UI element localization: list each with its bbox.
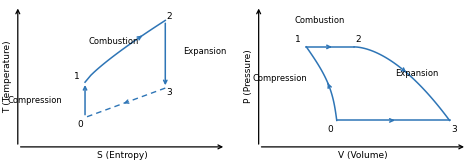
Text: 0: 0	[328, 125, 333, 134]
X-axis label: V (Volume): V (Volume)	[338, 151, 388, 160]
Text: 1: 1	[73, 72, 79, 81]
Text: 3: 3	[167, 88, 173, 97]
Text: 2: 2	[167, 12, 173, 21]
Text: Expansion: Expansion	[395, 69, 438, 78]
Text: Combustion: Combustion	[88, 37, 138, 46]
Text: Combustion: Combustion	[294, 16, 345, 25]
Text: 1: 1	[295, 35, 301, 44]
Text: 0: 0	[78, 120, 83, 129]
Text: Compression: Compression	[8, 96, 63, 105]
X-axis label: S (Entropy): S (Entropy)	[97, 151, 147, 160]
Y-axis label: T (Temperature): T (Temperature)	[3, 40, 12, 113]
Text: Compression: Compression	[253, 74, 308, 83]
Text: 3: 3	[451, 125, 457, 134]
Text: Expansion: Expansion	[182, 47, 226, 56]
Text: 2: 2	[356, 35, 361, 44]
Y-axis label: P (Pressure): P (Pressure)	[244, 49, 253, 103]
